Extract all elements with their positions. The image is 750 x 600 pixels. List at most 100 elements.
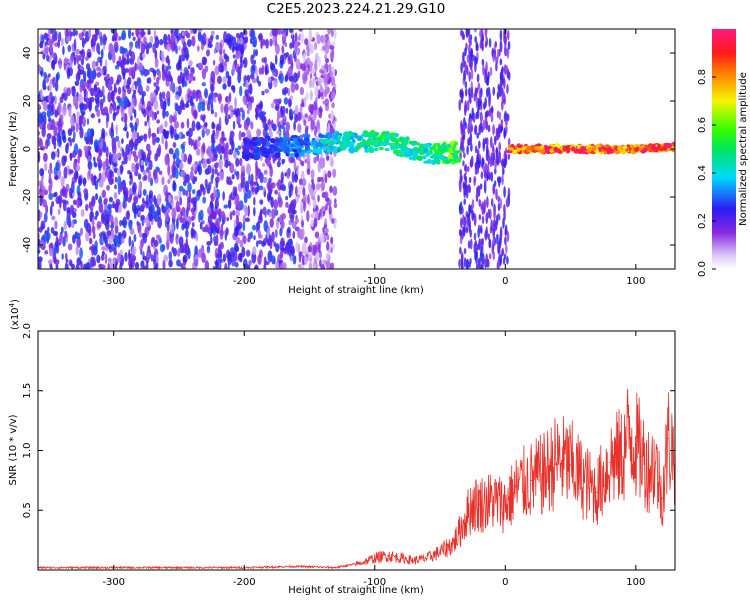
spectrogram-cell [506, 29, 510, 41]
spectrogram-cell [107, 243, 112, 250]
spectrogram-signal-cell [284, 147, 291, 153]
spectrogram-cell [265, 156, 271, 167]
spectrogram-cell [182, 80, 188, 87]
spectrogram-cell [54, 108, 58, 117]
spectrogram-cell [239, 37, 244, 45]
spectrogram-cell [209, 150, 213, 163]
spectrogram-cell [493, 210, 496, 220]
spectrogram-cell [194, 161, 199, 167]
spectrogram-cell [258, 185, 264, 191]
spectrogram-cell [237, 200, 241, 210]
spectrogram-cell [234, 171, 240, 176]
spectrogram-signal-cell [356, 142, 361, 148]
spectrogram-cell [88, 237, 93, 245]
spectrogram-cell [69, 31, 74, 37]
spectrogram-cell [237, 252, 243, 261]
spectrogram-cell [256, 128, 262, 137]
spectrogram-cell [99, 141, 103, 150]
spectrogram-cell [313, 217, 318, 228]
spectrogram-cell [200, 43, 204, 51]
spectrogram-cell [92, 246, 98, 256]
spectrogram-cell [179, 263, 184, 268]
spectrogram-cell [123, 151, 127, 162]
spectrogram-cell [177, 248, 181, 257]
spectrogram-x-tick-label: 100 [626, 276, 645, 287]
spectrogram-cell [250, 54, 254, 65]
spectrogram-cell [468, 36, 471, 44]
spectrogram-cell [233, 186, 238, 195]
spectrogram-cell [186, 39, 192, 48]
spectrogram-cell [42, 101, 48, 111]
spectrogram-signal-cell [294, 141, 301, 146]
spectrogram-cell [252, 246, 257, 256]
spectrogram-cell [67, 128, 73, 136]
spectrogram-cell [225, 227, 229, 236]
spectrogram-cell [218, 63, 221, 73]
spectrogram-cell [193, 200, 197, 212]
spectrogram-cell [462, 56, 465, 68]
spectrogram-cell [190, 137, 193, 147]
spectrogram-cell [247, 101, 253, 111]
spectrogram-cell [42, 53, 46, 60]
spectrogram-cell [102, 33, 107, 46]
spectrogram-cell [216, 172, 220, 177]
spectrogram-cell [252, 224, 257, 231]
spectrogram-cell [48, 81, 52, 92]
spectrogram-cell [140, 31, 146, 36]
spectrogram-cell [329, 155, 334, 168]
spectrogram-cell [182, 180, 187, 187]
spectrogram-cell [489, 156, 493, 168]
spectrogram-cell [144, 120, 148, 127]
spectrogram-signal-cell [289, 143, 295, 148]
spectrogram-cell [217, 93, 222, 102]
spectrogram-cell [87, 161, 93, 170]
spectrogram-cell [486, 110, 489, 118]
spectrogram-cell [293, 54, 297, 63]
spectrogram-signal-cell [635, 146, 640, 152]
spectrogram-cell [241, 246, 246, 258]
spectrogram-cell [333, 120, 337, 130]
spectrogram-cell [229, 131, 235, 138]
spectrogram-cell [333, 202, 338, 209]
spectrogram-cell [158, 125, 164, 134]
spectrogram-cell [42, 78, 46, 89]
spectrogram-cell [286, 169, 291, 179]
spectrogram-cell [47, 94, 52, 102]
spectrogram-cell [475, 263, 479, 269]
spectrogram-cell [182, 254, 188, 263]
spectrogram-cell [505, 48, 509, 57]
spectrogram-cell [119, 45, 124, 55]
spectrogram-cell [97, 56, 102, 63]
spectrogram-cell [147, 42, 153, 49]
spectrogram-cell [219, 171, 224, 181]
spectrogram-cell [232, 85, 236, 94]
spectrogram-cell [235, 157, 240, 167]
spectrogram-cell [240, 43, 245, 55]
spectrogram-cell [333, 29, 337, 40]
spectrogram-cell [256, 240, 259, 248]
spectrogram-cell [162, 129, 167, 138]
spectrogram-cell [490, 105, 494, 113]
spectrogram-cell [498, 87, 502, 98]
spectrogram-cell [55, 161, 60, 172]
snr-data-point [459, 531, 461, 533]
spectrogram-signal-cell [433, 148, 439, 153]
spectrogram-cell [128, 219, 133, 231]
spectrogram-cell [174, 94, 179, 100]
spectrogram-cell [94, 29, 99, 35]
spectrogram-cell [167, 178, 171, 184]
spectrogram-signal-cell [534, 146, 541, 151]
spectrogram-cell [212, 59, 216, 66]
spectrogram-signal-cell [417, 149, 423, 154]
spectrogram-cell [157, 70, 162, 81]
spectrogram-cell [282, 241, 285, 247]
spectrogram-cell [293, 120, 296, 131]
snr-series-line [38, 388, 675, 570]
spectrogram-cell [192, 29, 196, 35]
spectrogram-cell [211, 121, 215, 130]
spectrogram-cell [482, 138, 486, 149]
spectrogram-cell [181, 206, 186, 217]
spectrogram-cell [40, 178, 44, 191]
spectrogram-cell [202, 196, 207, 204]
snr-data-point [387, 555, 389, 557]
